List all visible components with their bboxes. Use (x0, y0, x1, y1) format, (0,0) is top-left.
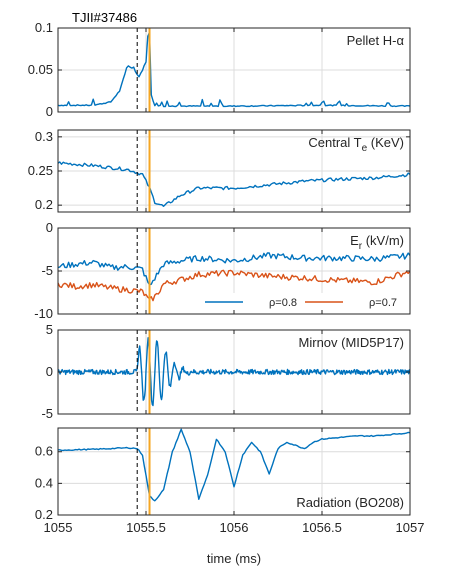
series-line-2 (57, 269, 411, 302)
y-tick-label: 0.25 (28, 163, 53, 178)
panel-title: Er (kV/m) (350, 233, 404, 252)
x-tick-label: 1057 (396, 520, 425, 535)
series-line-1 (57, 337, 411, 407)
y-tick-label: 5 (46, 322, 53, 337)
panel-3: 0 -5 -10 Er (kV/m) ρ=0.8 ρ=0.7 (34, 220, 411, 321)
series-line-1 (57, 252, 411, 286)
y-tick-label: 0 (46, 220, 53, 235)
y-tick-label: 0.2 (35, 197, 53, 212)
panel-1: 0.1 0.05 0 Pellet H-α (28, 20, 411, 119)
y-tick-label: 0.1 (35, 20, 53, 35)
y-tick-label: 0.4 (35, 475, 53, 490)
panel-title: Central Te (KeV) (308, 135, 404, 154)
legend-label-1: ρ=0.8 (269, 297, 297, 309)
y-tick-label: -5 (41, 406, 53, 421)
x-tick-label: 1055.5 (126, 520, 166, 535)
y-tick-label: -5 (41, 263, 53, 278)
series-line-1 (57, 161, 411, 207)
panel-title: Mirnov (MID5P17) (299, 335, 404, 350)
legend-label-2: ρ=0.7 (369, 297, 397, 309)
panel-5: 0.6 0.4 0.2 Radiation (BO208) (35, 427, 411, 522)
y-tick-label: -10 (34, 306, 53, 321)
panel-title: Radiation (BO208) (296, 495, 404, 510)
shot-label: TJII#37486 (72, 10, 137, 25)
x-tick-label: 1056.5 (302, 520, 342, 535)
y-tick-label: 0 (46, 364, 53, 379)
y-tick-label: 0.2 (35, 507, 53, 522)
panel-4: 5 0 -5 Mirnov (MID5P17) (41, 322, 411, 421)
y-tick-label: 0.3 (35, 129, 53, 144)
x-axis-label: time (ms) (207, 551, 261, 566)
y-tick-label: 0.05 (28, 62, 53, 77)
y-tick-label: 0 (46, 104, 53, 119)
x-tick-label: 1056 (220, 520, 249, 535)
y-tick-label: 0.6 (35, 444, 53, 459)
panel-title: Pellet H-α (347, 33, 405, 48)
series-line-1 (58, 428, 411, 502)
legend-box (196, 293, 408, 310)
legend: ρ=0.8 ρ=0.7 (196, 293, 408, 310)
panel-2: 0.3 0.25 0.2 Central Te (KeV) (28, 129, 411, 213)
series-line-1 (57, 31, 411, 108)
x-tick-label: 1055 (44, 520, 73, 535)
